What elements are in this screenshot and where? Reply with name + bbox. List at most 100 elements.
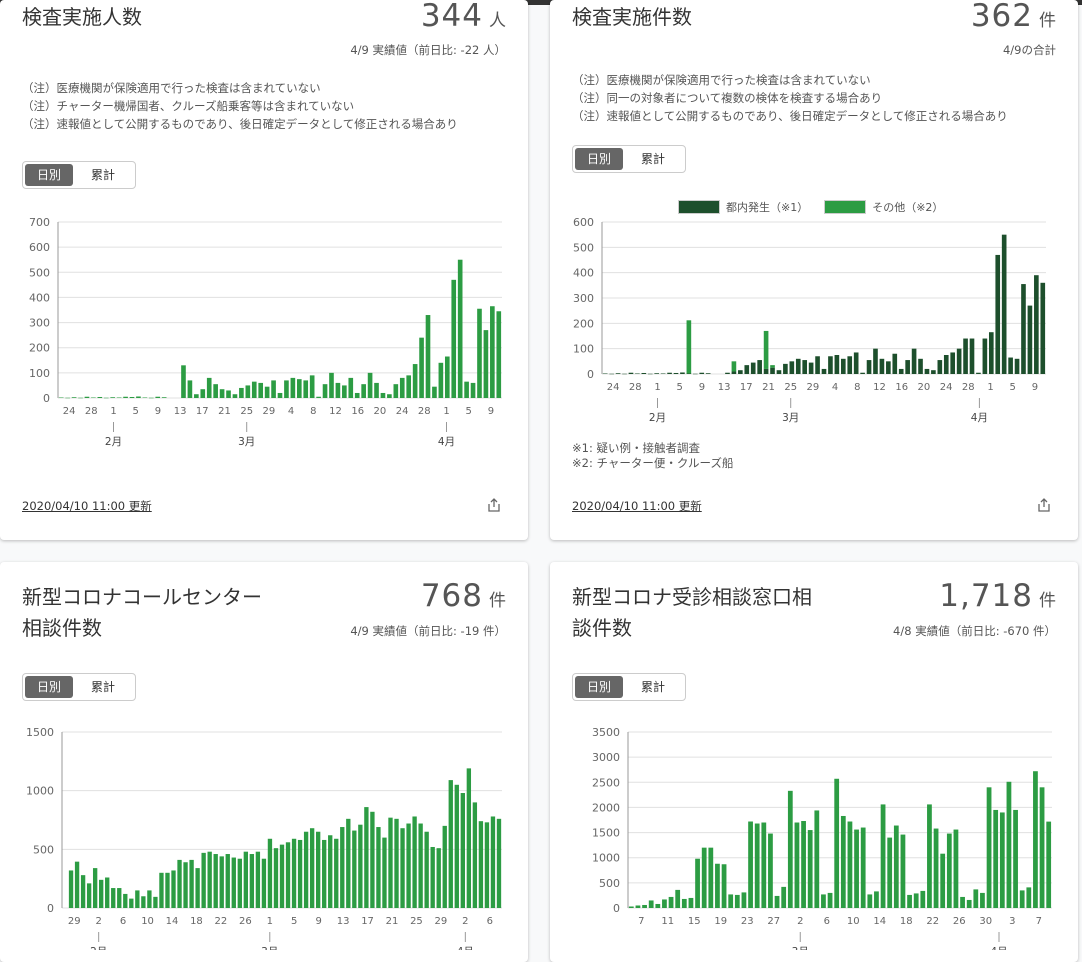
card-test-people: 検査実施人数 344 人 4/9 実績値（前日比: -22 人） （注）医療機関が… (0, 0, 528, 540)
bar (715, 863, 720, 908)
x-tick-label: 7 (638, 916, 644, 927)
bar (680, 372, 685, 374)
bar (472, 802, 478, 908)
bar (177, 859, 182, 908)
bar (973, 889, 979, 908)
bar (394, 818, 399, 908)
bar (412, 364, 418, 398)
value-subtext: 4/9 実績値（前日比: -22 人） (350, 43, 506, 57)
toggle-daily-button[interactable]: 日別 (25, 164, 73, 186)
value-unit: 件 (1039, 591, 1056, 611)
x-tick-label: 29 (435, 916, 448, 927)
legend-swatch-tonai (678, 200, 720, 214)
x-tick-label: 18 (900, 916, 913, 927)
share-icon[interactable] (1036, 497, 1052, 513)
bar (335, 382, 341, 398)
toggle-daily-button[interactable]: 日別 (575, 676, 623, 698)
bar (960, 896, 965, 908)
bar (117, 888, 122, 908)
bar (147, 890, 152, 908)
y-tick-label: 1000 (26, 785, 54, 798)
y-tick-label: 600 (29, 241, 50, 254)
x-tick-label: 13 (337, 916, 350, 927)
top-bar (0, 0, 1082, 5)
bar (354, 392, 360, 398)
view-toggle: 日別 累計 (572, 673, 686, 701)
bar (699, 372, 705, 374)
toggle-cumulative-button[interactable]: 累計 (90, 168, 115, 182)
bar (692, 373, 698, 375)
bar (667, 372, 672, 374)
y-tick-label: 500 (33, 843, 54, 856)
bar (219, 856, 224, 908)
toggle-daily-button[interactable]: 日別 (575, 148, 623, 170)
toggle-cumulative-button[interactable]: 累計 (90, 680, 115, 694)
bar (602, 373, 608, 374)
bar (976, 372, 981, 374)
toggle-daily-button[interactable]: 日別 (25, 676, 73, 698)
month-label: 4月 (990, 946, 1007, 950)
bar (364, 807, 369, 908)
bar (352, 830, 357, 908)
bar (438, 362, 444, 398)
x-tick-label: 30 (979, 916, 992, 927)
card-call-center: 新型コロナコールセンター 相談件数 768 件 4/9 実績値（前日比: -19 … (0, 562, 528, 962)
card-title-line: 検査実施人数 (22, 5, 142, 29)
bar (226, 390, 231, 398)
updated-date-link[interactable]: 2020/04/10 11:00 更新 (572, 499, 702, 513)
bar (913, 893, 919, 908)
x-tick-label: 1 (267, 916, 273, 927)
bar (821, 368, 827, 374)
x-tick-label: 18 (190, 916, 203, 927)
bar (1014, 358, 1020, 374)
bar (74, 861, 80, 908)
bar (776, 370, 782, 374)
bar (245, 385, 251, 398)
bar (609, 373, 614, 375)
bar (249, 854, 255, 908)
bar (741, 892, 747, 908)
y-tick-label: 500 (29, 266, 50, 279)
x-tick-label: 10 (847, 916, 860, 927)
value-number: 1,718 (939, 578, 1033, 614)
share-icon[interactable] (486, 497, 502, 513)
bar (988, 332, 994, 374)
bar (705, 373, 711, 374)
bar (457, 259, 463, 398)
bar (334, 838, 339, 908)
bar (1019, 890, 1025, 908)
month-label: 3月 (792, 946, 809, 950)
bar (348, 377, 354, 398)
toggle-cumulative-button[interactable]: 累計 (640, 680, 665, 694)
y-tick-label: 500 (599, 877, 620, 890)
bar (258, 382, 264, 398)
bar (105, 877, 110, 908)
bar (58, 397, 64, 398)
x-tick-label: 1 (443, 406, 449, 417)
updated-date-link[interactable]: 2020/04/10 11:00 更新 (22, 499, 152, 513)
bar (827, 892, 833, 908)
x-tick-label: 15 (688, 916, 701, 927)
x-tick-label: 22 (215, 916, 228, 927)
bar (993, 809, 999, 908)
bar (271, 380, 276, 398)
bar (316, 396, 321, 398)
bar (68, 870, 74, 908)
bar (477, 308, 482, 398)
month-label: 3月 (261, 946, 278, 950)
bar (802, 360, 808, 374)
x-tick-label: 20 (918, 382, 931, 393)
bar (496, 818, 502, 908)
y-tick-label: 0 (587, 368, 594, 381)
bar (387, 394, 392, 398)
bar (866, 360, 872, 374)
bar (123, 893, 128, 908)
toggle-cumulative-button[interactable]: 累計 (640, 152, 665, 166)
bar (296, 379, 302, 398)
bar (770, 365, 775, 368)
x-tick-label: 10 (141, 916, 154, 927)
bar (898, 368, 904, 374)
bar (854, 829, 859, 908)
bar (432, 386, 437, 398)
